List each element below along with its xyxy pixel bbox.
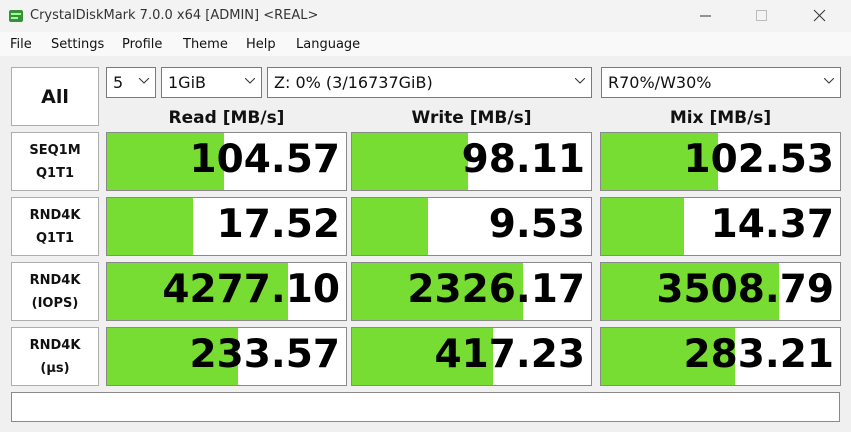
all-button[interactable]: All bbox=[11, 67, 99, 126]
size-value: 1GiB bbox=[168, 73, 206, 92]
dropdown-arrow bbox=[824, 78, 834, 84]
result-value: 17.52 bbox=[216, 202, 340, 247]
result-cell: 233.57 bbox=[106, 327, 347, 386]
score-bar bbox=[107, 198, 194, 255]
window-buttons[interactable] bbox=[700, 8, 840, 24]
result-cell: 2326.17 bbox=[351, 262, 592, 321]
menu-item[interactable]: Settings bbox=[51, 37, 105, 52]
menu-item[interactable]: Theme bbox=[183, 37, 228, 52]
dropdown-arrow bbox=[245, 78, 255, 84]
mix-value: R70%/W30% bbox=[608, 73, 712, 92]
test-label: RND4K bbox=[29, 337, 81, 353]
test-label: Q1T1 bbox=[35, 230, 74, 246]
result-value: 104.57 bbox=[189, 137, 341, 182]
result-cell: 283.21 bbox=[600, 327, 841, 386]
test-button[interactable]: RND4K (IOPS) bbox=[11, 262, 99, 321]
result-value: 102.53 bbox=[683, 137, 835, 182]
score-bar bbox=[601, 198, 684, 255]
result-cell: 104.57 bbox=[106, 132, 347, 191]
result-cell: 17.52 bbox=[106, 197, 347, 256]
menu-item[interactable]: File bbox=[10, 37, 32, 52]
score-bar bbox=[107, 263, 289, 320]
result-value: 3508.79 bbox=[656, 267, 834, 312]
result-value: 98.11 bbox=[461, 137, 585, 182]
score-bar bbox=[107, 133, 225, 190]
menu-item[interactable]: Help bbox=[246, 37, 276, 52]
mix-select[interactable]: R70%/W30% bbox=[601, 67, 841, 98]
menu-item[interactable]: Profile bbox=[122, 37, 163, 52]
status-bar bbox=[11, 392, 840, 422]
test-button[interactable]: RND4K (μs) bbox=[11, 327, 99, 386]
test-label: Q1T1 bbox=[35, 165, 74, 181]
test-label: SEQ1M bbox=[29, 142, 81, 158]
window-title: CrystalDiskMark 7.0.0 x64 [ADMIN] <REAL> bbox=[30, 8, 319, 23]
score-bar bbox=[352, 328, 493, 385]
score-bar bbox=[601, 328, 736, 385]
menu-bar: File Settings Profile Theme Help Language bbox=[0, 32, 851, 56]
result-cell: 102.53 bbox=[600, 132, 841, 191]
menu-item[interactable]: Language bbox=[296, 37, 361, 52]
result-value: 233.57 bbox=[189, 332, 341, 377]
result-cell: 4277.10 bbox=[106, 262, 347, 321]
result-value: 14.37 bbox=[710, 202, 834, 247]
score-bar bbox=[107, 328, 238, 385]
result-value: 283.21 bbox=[683, 332, 835, 377]
score-bar bbox=[352, 263, 523, 320]
title-bar: CrystalDiskMark 7.0.0 x64 [ADMIN] <REAL> bbox=[0, 0, 851, 32]
count-value: 5 bbox=[113, 73, 124, 92]
result-cell: 14.37 bbox=[600, 197, 841, 256]
score-bar bbox=[601, 133, 718, 190]
result-cell: 3508.79 bbox=[600, 262, 841, 321]
drive-value: Z: 0% (3/16737GiB) bbox=[274, 73, 433, 92]
app-icon bbox=[9, 10, 23, 22]
dropdown-arrow bbox=[139, 78, 149, 84]
result-value: 417.23 bbox=[434, 332, 586, 377]
count-select[interactable]: 5 bbox=[106, 67, 156, 98]
dropdown-arrow bbox=[575, 78, 585, 84]
result-cell: 98.11 bbox=[351, 132, 592, 191]
test-label: RND4K bbox=[29, 207, 81, 223]
result-cell: 9.53 bbox=[351, 197, 592, 256]
main-panel: All 5 1GiB Z: 0% (3/16737GiB) R70%/W30% … bbox=[0, 56, 851, 432]
test-button[interactable]: SEQ1M Q1T1 bbox=[11, 132, 99, 191]
test-label: RND4K bbox=[29, 272, 81, 288]
size-select[interactable]: 1GiB bbox=[161, 67, 262, 98]
test-button[interactable]: RND4K Q1T1 bbox=[11, 197, 99, 256]
column-header: Mix [MB/s] bbox=[669, 108, 772, 128]
column-header: Write [MB/s] bbox=[411, 108, 532, 128]
column-header: Read [MB/s] bbox=[168, 108, 285, 128]
result-value: 9.53 bbox=[488, 202, 585, 247]
result-cell: 417.23 bbox=[351, 327, 592, 386]
score-bar bbox=[601, 263, 779, 320]
drive-select[interactable]: Z: 0% (3/16737GiB) bbox=[267, 67, 592, 98]
result-value: 4277.10 bbox=[162, 267, 340, 312]
score-bar bbox=[352, 198, 428, 255]
result-value: 2326.17 bbox=[407, 267, 585, 312]
score-bar bbox=[352, 133, 468, 190]
test-label: (IOPS) bbox=[31, 295, 79, 311]
test-label: (μs) bbox=[40, 360, 70, 376]
